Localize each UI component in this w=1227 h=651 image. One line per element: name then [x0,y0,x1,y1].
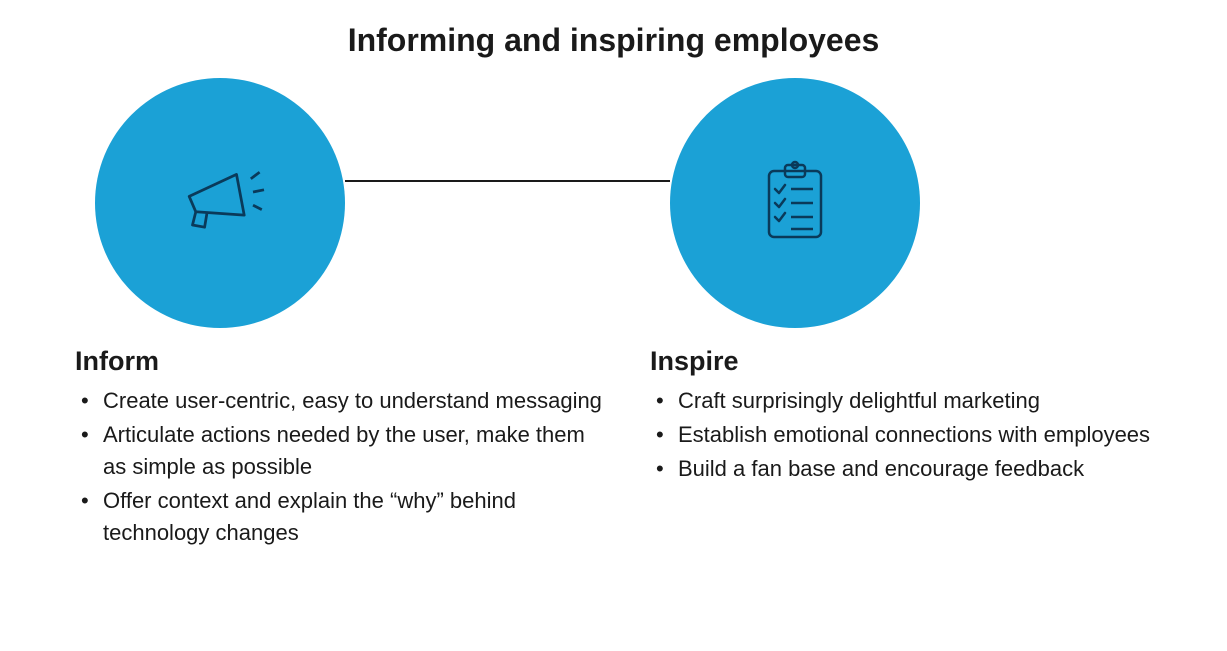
page-title: Informing and inspiring employees [0,22,1227,59]
bullet-item: Establish emotional connections with emp… [650,419,1170,451]
inspire-circle [670,78,920,328]
bullet-item: Craft surprisingly delightful marketing [650,385,1170,417]
bullet-item: Articulate actions needed by the user, m… [75,419,605,483]
inform-section: Inform Create user-centric, easy to unde… [75,346,605,550]
inform-bullets: Create user-centric, easy to understand … [75,385,605,548]
bullet-item: Create user-centric, easy to understand … [75,385,605,417]
inform-title: Inform [75,346,605,377]
inspire-title: Inspire [650,346,1170,377]
inspire-bullets: Craft surprisingly delightful marketingE… [650,385,1170,485]
connector-line [345,180,670,182]
clipboard-icon [745,153,845,253]
megaphone-icon [165,148,275,258]
bullet-item: Build a fan base and encourage feedback [650,453,1170,485]
inform-circle [95,78,345,328]
bullet-item: Offer context and explain the “why” behi… [75,485,605,549]
inspire-section: Inspire Craft surprisingly delightful ma… [650,346,1170,487]
